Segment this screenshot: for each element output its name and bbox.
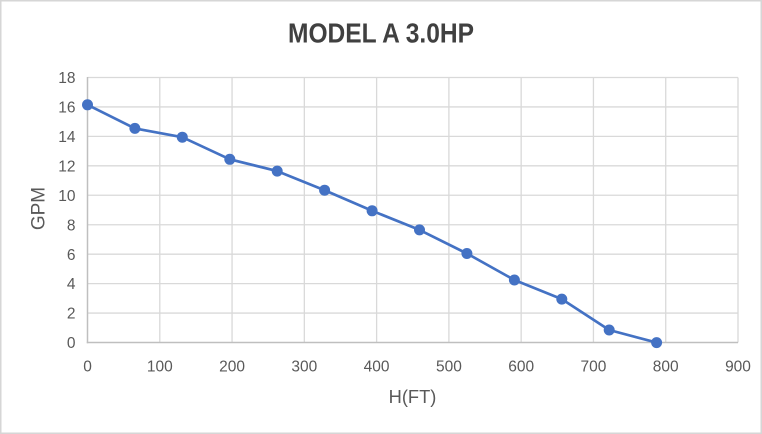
- svg-text:100: 100: [147, 358, 173, 375]
- svg-text:10: 10: [58, 188, 76, 205]
- svg-text:500: 500: [436, 358, 462, 375]
- svg-text:200: 200: [219, 358, 245, 375]
- svg-text:0: 0: [83, 358, 92, 375]
- svg-text:MODEL A 3.0HP: MODEL A 3.0HP: [288, 17, 474, 48]
- svg-text:12: 12: [58, 158, 75, 175]
- svg-text:16: 16: [58, 100, 75, 117]
- svg-text:2: 2: [67, 306, 76, 323]
- svg-text:300: 300: [291, 358, 317, 375]
- svg-text:8: 8: [67, 217, 76, 234]
- svg-text:400: 400: [364, 358, 390, 375]
- svg-text:900: 900: [725, 358, 751, 375]
- svg-text:6: 6: [67, 247, 76, 264]
- svg-text:4: 4: [67, 276, 76, 293]
- svg-text:H(FT): H(FT): [389, 386, 437, 407]
- svg-text:14: 14: [58, 129, 76, 146]
- svg-text:GPM: GPM: [28, 187, 49, 230]
- svg-text:800: 800: [653, 358, 679, 375]
- svg-text:600: 600: [508, 358, 534, 375]
- svg-text:18: 18: [58, 70, 75, 87]
- svg-text:0: 0: [67, 335, 76, 352]
- svg-text:700: 700: [580, 358, 606, 375]
